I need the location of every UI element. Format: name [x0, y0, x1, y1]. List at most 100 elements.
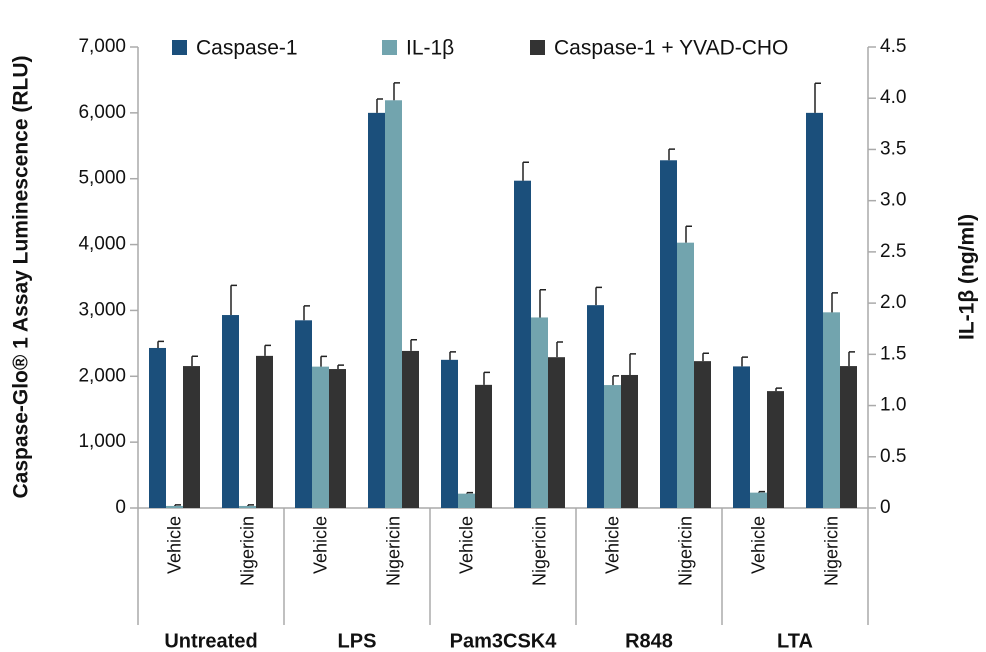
error-bar [758, 490, 765, 493]
group-label: LTA [777, 630, 813, 652]
error-bar [264, 344, 271, 356]
bar [823, 312, 840, 508]
y2-tick-label: 3.5 [880, 138, 906, 159]
bar [694, 361, 711, 508]
bar [329, 369, 346, 508]
bar [531, 317, 548, 508]
error-bar [466, 491, 473, 494]
error-bar [376, 98, 383, 113]
bar [239, 505, 256, 508]
bar [295, 320, 312, 508]
bar [475, 384, 492, 508]
error-bar [629, 353, 636, 375]
error-bar [522, 161, 529, 181]
error-bar [612, 375, 619, 386]
bar [402, 350, 419, 508]
bar [548, 357, 565, 508]
bar [621, 374, 638, 508]
bar [149, 347, 166, 508]
y-tick-label: 0 [115, 497, 126, 518]
y2-tick-label: 1.0 [880, 395, 906, 416]
error-bar [393, 82, 400, 101]
error-bar [814, 82, 821, 113]
y-tick-label: 4,000 [78, 234, 126, 255]
error-bar [174, 504, 181, 506]
x-tick-label: Vehicle [748, 516, 768, 574]
y2-tick-label: 2.5 [880, 241, 906, 262]
error-bar [741, 356, 748, 367]
bar [166, 505, 183, 508]
error-bar [556, 341, 563, 358]
y2-axis-label: IL-1β (ng/ml) [956, 214, 979, 340]
error-bar [702, 352, 709, 362]
bar [222, 315, 239, 508]
group-label: R848 [625, 630, 673, 652]
error-bar [685, 225, 692, 243]
error-bar [831, 292, 838, 313]
x-tick-label: Nigericin [821, 516, 841, 586]
bar [458, 493, 475, 508]
legend-swatch [172, 40, 187, 55]
y-tick-label: 2,000 [78, 365, 126, 386]
legend-label: IL-1β [406, 37, 454, 60]
bar [660, 160, 677, 508]
x-tick-label: Nigericin [675, 516, 695, 586]
y-tick-label: 7,000 [78, 36, 126, 57]
x-tick-label: Nigericin [237, 516, 257, 586]
error-bar [775, 387, 782, 392]
legend-swatch [530, 40, 545, 55]
y-tick-label: 6,000 [78, 102, 126, 123]
bar [183, 366, 200, 508]
bar [312, 366, 329, 508]
bar [587, 305, 604, 508]
bar [806, 112, 823, 508]
y-axis-label: Caspase-Glo® 1 Assay Luminescence (RLU) [10, 55, 33, 498]
error-bar [191, 355, 198, 367]
error-bar [247, 504, 254, 506]
x-tick-label: Nigericin [383, 516, 403, 586]
y-tick-label: 5,000 [78, 168, 126, 189]
y2-tick-label: 0.5 [880, 446, 906, 467]
bar [840, 366, 857, 508]
x-tick-label: Vehicle [310, 516, 330, 574]
bar [604, 385, 621, 508]
group-label: LPS [338, 630, 377, 652]
x-tick-label: Vehicle [602, 516, 622, 574]
bar [750, 492, 767, 508]
x-tick-label: Nigericin [529, 516, 549, 586]
bar [514, 180, 531, 508]
legend-label: Caspase-1 + YVAD-CHO [554, 37, 788, 60]
y2-tick-label: 2.0 [880, 292, 906, 313]
error-bar [668, 148, 675, 161]
error-bar [410, 338, 417, 351]
x-tick-label: Vehicle [164, 516, 184, 574]
error-bar [320, 355, 327, 367]
y2-tick-label: 1.5 [880, 343, 906, 364]
group-label: Pam3CSK4 [450, 630, 558, 652]
bar [733, 366, 750, 508]
y2-tick-label: 4.5 [880, 36, 906, 57]
legend-label: Caspase-1 [196, 37, 298, 60]
bar [368, 112, 385, 508]
group-label: Untreated [164, 630, 257, 652]
y2-tick-label: 4.0 [880, 87, 906, 108]
bar [385, 100, 402, 508]
y-tick-label: 3,000 [78, 299, 126, 320]
error-bar [157, 340, 164, 348]
error-bar [848, 351, 855, 367]
bar [677, 242, 694, 508]
bar [767, 391, 784, 508]
error-bar [337, 364, 344, 370]
error-bar [230, 284, 237, 316]
bar [256, 355, 273, 508]
error-bar [449, 351, 456, 360]
legend-swatch [382, 40, 397, 55]
bar [441, 359, 458, 508]
y-tick-label: 1,000 [78, 431, 126, 452]
error-bar [483, 371, 490, 385]
x-tick-label: Vehicle [456, 516, 476, 574]
error-bar [539, 289, 546, 318]
y2-tick-label: 0 [880, 497, 891, 518]
